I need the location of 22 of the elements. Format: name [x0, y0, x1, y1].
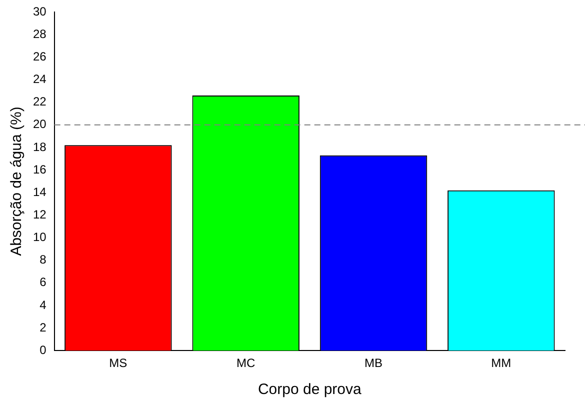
x-tick-label: MM — [491, 356, 512, 370]
y-tick-label: 4 — [40, 298, 47, 312]
y-tick-label: 0 — [40, 342, 47, 357]
y-tick-label: 20 — [32, 117, 47, 132]
y-tick-label: 2 — [40, 320, 47, 334]
y-tick-label: 24 — [32, 72, 47, 86]
y-tick-label: 26 — [32, 49, 47, 64]
x-tick-label: MC — [236, 356, 256, 370]
x-axis-title: Corpo de prova — [258, 381, 362, 398]
y-tick-label: 28 — [32, 26, 47, 41]
y-tick-label: 18 — [32, 140, 47, 154]
x-tick-label: MB — [364, 356, 383, 370]
y-tick-label: 14 — [32, 184, 47, 199]
y-tick-label: 8 — [40, 252, 47, 267]
y-tick-label: 6 — [40, 275, 47, 290]
y-tick-label: 22 — [32, 94, 47, 109]
y-tick-label: 10 — [32, 230, 47, 244]
y-tick-label: 30 — [32, 4, 47, 18]
x-tick-label: MS — [109, 356, 128, 370]
y-tick-label: 16 — [32, 162, 47, 176]
y-tick-label: 12 — [32, 207, 47, 222]
y-axis-title: Absorção de água (%) — [8, 106, 26, 256]
